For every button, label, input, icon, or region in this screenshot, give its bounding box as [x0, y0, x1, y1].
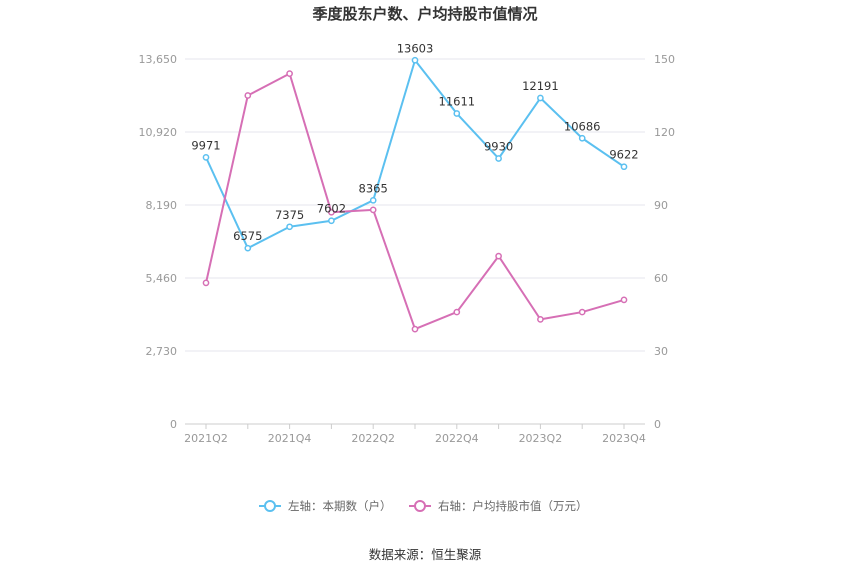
- series-2-point: [244, 92, 252, 99]
- series-1-point: [202, 154, 210, 161]
- data-label: 6575: [233, 229, 262, 243]
- series-1-point: [328, 217, 335, 225]
- series-line-2: [205, 72, 625, 331]
- legend: 左轴：本期数（户） 右轴：户均持股市值（万元）: [259, 499, 588, 513]
- right-tick-label: 60: [654, 272, 668, 285]
- left-tick-label: 13,650: [139, 53, 178, 66]
- series-2-point: [537, 316, 544, 323]
- left-axis: 0 2,730 5,460 8,190 10,920 13,650: [139, 53, 178, 431]
- series-line-1: [205, 59, 625, 250]
- data-label: 9622: [609, 148, 638, 162]
- series-2-point: [578, 308, 586, 316]
- right-tick-label: 120: [654, 126, 675, 139]
- data-label: 11611: [439, 95, 476, 109]
- x-tick-label: 2021Q4: [268, 432, 312, 445]
- series-1-point: [620, 163, 628, 171]
- x-tick-label: 2022Q2: [351, 432, 395, 445]
- series-2-point: [286, 70, 293, 77]
- x-tick-label: 2023Q2: [519, 432, 563, 445]
- legend-label: 左轴：本期数（户）: [288, 499, 392, 513]
- left-tick-label: 0: [170, 418, 177, 431]
- right-tick-label: 30: [654, 345, 668, 358]
- series-1-point: [411, 56, 419, 64]
- series-1-point: [453, 110, 461, 117]
- series-1-point: [244, 244, 252, 252]
- left-tick-label: 2,730: [146, 345, 178, 358]
- series-2-point: [369, 206, 377, 214]
- x-axis: 2021Q2 2021Q4 2022Q2 2022Q4 2023Q2 2023Q4: [184, 424, 646, 445]
- data-label: 12191: [522, 79, 559, 93]
- data-label: 7602: [317, 202, 346, 216]
- data-label: 9971: [191, 138, 220, 152]
- series-1-point: [537, 94, 544, 102]
- left-tick-label: 8,190: [146, 199, 178, 212]
- legend-label: 右轴：户均持股市值（万元）: [438, 499, 588, 513]
- right-tick-label: 0: [654, 418, 661, 431]
- x-tick-label: 2021Q2: [184, 432, 228, 445]
- source-note: 数据来源：恒生聚源: [369, 547, 482, 562]
- x-tick-label: 2023Q4: [602, 432, 646, 445]
- data-label: 9930: [484, 139, 513, 153]
- legend-swatch-marker: [414, 500, 426, 512]
- x-tick-label: 2022Q4: [435, 432, 479, 445]
- data-label: 7375: [275, 208, 304, 222]
- series-1-point: [495, 155, 502, 162]
- left-tick-label: 5,460: [146, 272, 178, 285]
- series-2-point: [453, 308, 461, 316]
- series-2-point: [620, 296, 628, 304]
- series-1-point: [286, 223, 293, 231]
- series-2-point: [202, 279, 210, 287]
- series: [202, 56, 628, 333]
- series-2-point: [411, 325, 419, 333]
- left-tick-label: 10,920: [139, 126, 178, 139]
- right-tick-label: 90: [654, 199, 668, 212]
- series-1-point: [578, 134, 586, 142]
- series-1-point: [369, 196, 377, 204]
- chart-title: 季度股东户数、户均持股市值情况: [312, 5, 537, 23]
- right-tick-label: 150: [654, 53, 675, 66]
- legend-swatch-marker: [264, 500, 276, 512]
- data-label: 10686: [564, 119, 601, 133]
- right-axis: 0 30 60 90 120 150: [654, 53, 675, 431]
- data-labels: 9971 6575 7375 7602 8365 13603 11611 9930 12191 1…: [191, 41, 638, 243]
- series-2-point: [328, 208, 335, 216]
- series-2-point: [495, 252, 502, 260]
- data-label: 8365: [359, 181, 388, 195]
- data-label: 13603: [397, 41, 434, 55]
